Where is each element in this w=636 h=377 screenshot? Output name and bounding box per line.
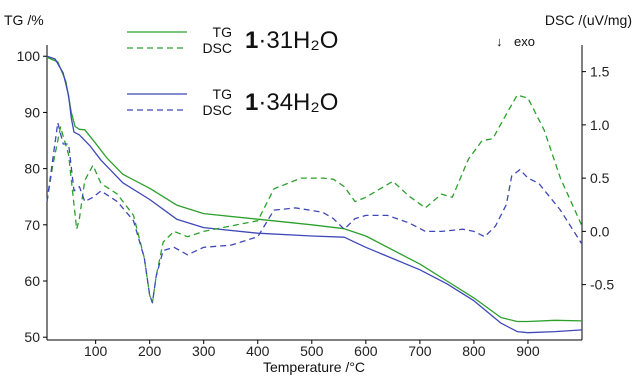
y-right-tick-label: -0.5 [590,277,614,293]
chart-series [46,55,583,334]
sample-formula: ·31H₂O [258,27,338,54]
sample-number: 1 [245,27,258,54]
x-tick-label: 400 [246,343,270,359]
x-tick-label: 800 [462,343,486,359]
chart-ticks: 100 200 300 400 500 600 700 800 900 50 60 70 80 90 100… [17,48,615,359]
y-left-tick-label: 50 [24,329,40,345]
y-left-tick-label: 100 [17,48,41,64]
sample-number: 1 [245,89,258,116]
series-line-dsc-31 [46,94,583,304]
y-right-tick-label: 1.0 [590,117,610,133]
x-axis-title: Temperature /°C [263,359,365,375]
legend-label: TG [213,24,232,40]
x-tick-label: 100 [84,343,108,359]
series-line-tg-31 [46,56,583,323]
legend-label: TG [213,86,232,102]
exo-label: exo [514,34,535,49]
x-tick-label: 700 [408,343,432,359]
y-axis-right-title: DSC /(uV/mg) [545,12,632,28]
x-tick-label: 500 [300,343,324,359]
chart-axes [46,45,583,341]
series-line-dsc-34 [46,122,583,304]
legend-label: DSC [202,102,232,118]
series-line-tg-34 [46,55,583,334]
y-right-tick-label: 0.0 [590,223,610,239]
y-right-tick-label: 0.5 [590,170,610,186]
sample-label: 1·34H₂O [245,89,338,116]
sample-formula: ·34H₂O [258,89,338,116]
legend-label: DSC [202,40,232,56]
exo-arrow-icon: ↓ [496,34,503,49]
y-left-tick-label: 70 [24,217,40,233]
x-tick-label: 300 [192,343,216,359]
x-tick-label: 900 [516,343,540,359]
y-axis-left-title: TG /% [4,12,44,28]
y-left-tick-label: 90 [24,104,40,120]
y-right-tick-label: 1.5 [590,64,610,80]
sample-label: 1·31H₂O [245,27,338,54]
x-tick-label: 600 [354,343,378,359]
y-left-tick-label: 60 [24,273,40,289]
y-left-tick-label: 80 [24,161,40,177]
x-tick-label: 200 [138,343,162,359]
